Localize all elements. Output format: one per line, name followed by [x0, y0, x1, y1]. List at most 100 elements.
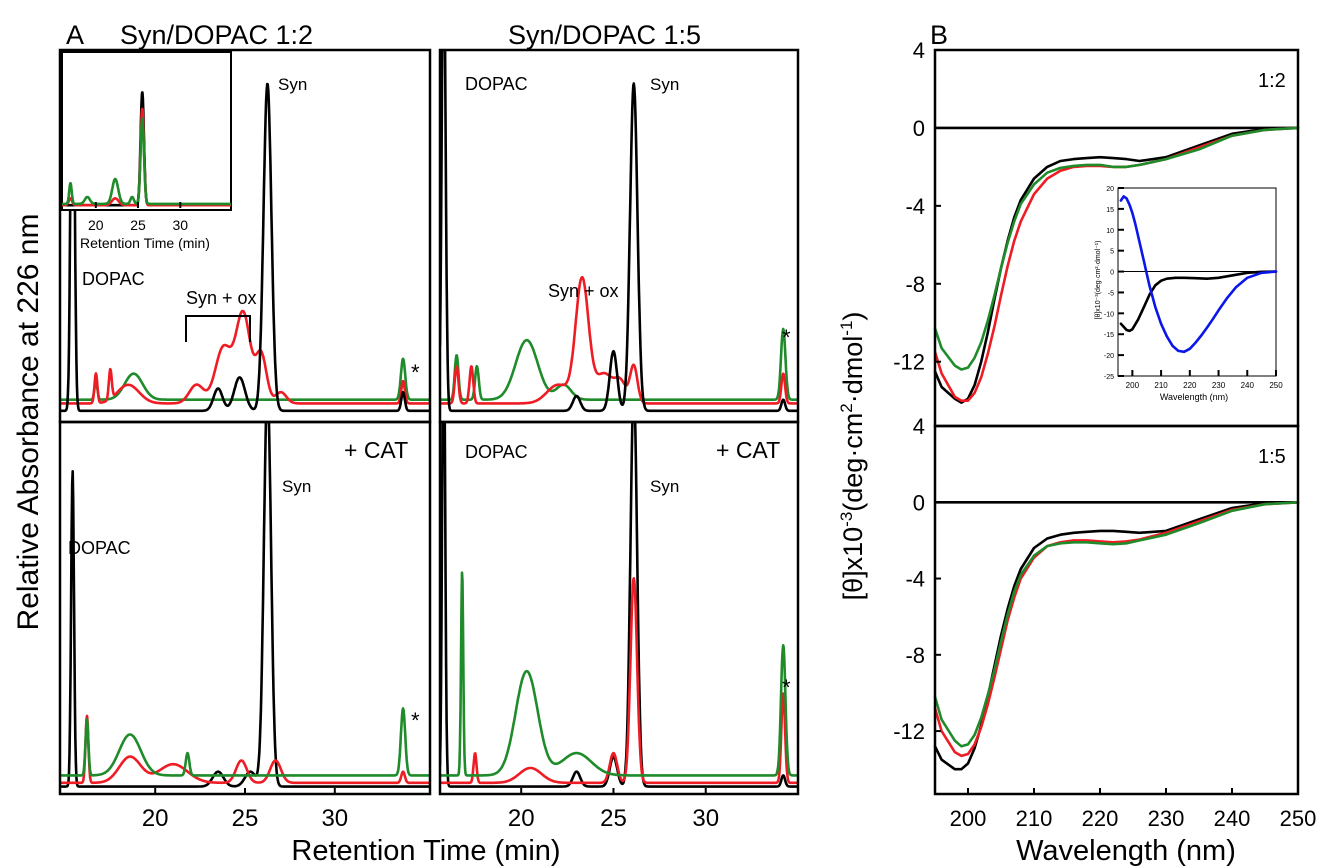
series-black-line [1119, 270, 1278, 333]
y-tick-label: -8 [905, 643, 925, 668]
series-black-line [60, 50, 430, 413]
panel-b-letter: B [930, 20, 948, 50]
panel-a-letter: A [66, 20, 84, 50]
series-red-line [60, 714, 430, 785]
asterisk-br: * [782, 675, 791, 700]
x-tick-label: 200 [950, 806, 987, 831]
ylabel-end: ) [838, 312, 868, 321]
x-tick-label: 220 [1183, 381, 1197, 390]
label-cat-br: + CAT [716, 437, 780, 463]
ylabel-exp1: -3 [837, 512, 856, 527]
synox-bracket [185, 315, 251, 342]
x-tick-label: 30 [321, 805, 348, 832]
panel-a-xlabel: Retention Time (min) [291, 835, 560, 866]
y-tick-label: -12 [893, 350, 925, 375]
y-tick-label: -25 [1104, 374, 1114, 381]
y-tick-label: 20 [1106, 186, 1114, 193]
chart-hplc-15 [440, 50, 798, 413]
ylabel-mid2: ·dmol [838, 336, 868, 404]
x-tick-label: 230 [1148, 806, 1185, 831]
label-synox-tl: Syn + ox [186, 288, 257, 308]
cd-inset-bg [1080, 180, 1285, 410]
x-tick-label: 20 [88, 217, 104, 233]
y-tick-label: -4 [905, 567, 925, 592]
x-tick-label: 210 [1016, 806, 1053, 831]
chart-cd-inset: 200 210 220 230 240 250 -25 -20 -15 -10 -5 0 5 10 15 20 [1104, 186, 1283, 390]
series-blue-line [1119, 195, 1278, 354]
y-tick-label: -5 [1108, 290, 1114, 297]
panel-b-xlabel: Wavelength (nm) [1016, 835, 1236, 866]
series-black-line [933, 126, 1300, 404]
label-syn-tl: Syn [278, 75, 307, 94]
x-tick-label: 230 [1212, 381, 1226, 390]
cd-inset-ylabel: [θ]x10⁻³(deg·cm²·dmol⁻¹) [1095, 241, 1102, 320]
x-tick-label: 250 [1280, 806, 1317, 831]
y-tick-label: -15 [1104, 332, 1114, 339]
y-tick-label: -8 [905, 272, 925, 297]
asterisk-tr: * [782, 325, 791, 350]
cd-inset-frame [1117, 187, 1277, 377]
cd-inset-xlabel: Wavelength (nm) [1160, 392, 1228, 402]
label-synox-tr: Syn + ox [548, 281, 619, 301]
label-syn-br: Syn [650, 477, 679, 496]
x-tick-label: 200 [1126, 381, 1140, 390]
x-tick-label: 240 [1214, 806, 1251, 831]
x-tick-label: 250 [1269, 381, 1283, 390]
x-tick-label: 210 [1154, 381, 1168, 390]
x-tick-label: 30 [173, 217, 189, 233]
label-cat-bl: + CAT [344, 437, 408, 463]
ratio-label-top: 1:2 [1258, 70, 1286, 92]
ylabel-exp3: -1 [837, 321, 856, 336]
label-syn-bl: Syn [282, 477, 311, 496]
y-tick-label: 10 [1106, 228, 1114, 235]
svg-text:[θ]x10-3(deg·cm2·dmol-1): [θ]x10-3(deg·cm2·dmol-1) [837, 312, 868, 601]
y-tick-label: -4 [905, 194, 925, 219]
x-tick-label: 240 [1241, 381, 1255, 390]
x-tick-label: 25 [232, 805, 259, 832]
chart-cd-15: -12 -8 -4 0 4 200 210 220 230 240 250 [893, 414, 1316, 831]
series-red-line [440, 577, 798, 785]
x-tick-label: 25 [130, 217, 146, 233]
y-tick-label: 15 [1106, 207, 1114, 214]
y-tick-label: -10 [1104, 311, 1114, 318]
ylabel-mid: (deg·cm [838, 413, 868, 512]
y-tick-label: 4 [913, 414, 925, 439]
x-tick-label: 220 [1082, 806, 1119, 831]
chart-hplc-inset: 20 25 30 [62, 91, 231, 233]
y-tick-label: 0 [913, 116, 925, 141]
series-green-line [933, 501, 1300, 748]
y-tick-label: 4 [913, 38, 925, 63]
panel-a-left-title: Syn/DOPAC 1:2 [120, 20, 313, 50]
series-black-line [933, 501, 1300, 771]
y-tick-label: 0 [1110, 270, 1114, 277]
series-red-line [60, 309, 430, 405]
frame-hplc-12-cat [58, 420, 432, 796]
y-tick-label: 0 [913, 490, 925, 515]
x-tick-label: 25 [600, 805, 627, 832]
chart-hplc-15-cat: 20 25 30 [440, 422, 798, 832]
panel-a-ylabel: Relative Absorbance at 226 nm [12, 214, 45, 631]
label-dopac-bl: DOPAC [68, 538, 131, 558]
y-tick-label: -20 [1104, 353, 1114, 360]
asterisk-tl: * [411, 360, 420, 385]
ratio-label-bottom: 1:5 [1258, 446, 1286, 468]
chart-hplc-12 [60, 50, 430, 413]
label-dopac-tr: DOPAC [465, 74, 528, 94]
chart-hplc-12-cat: 20 25 30 [60, 422, 430, 832]
frame-cd-15 [933, 424, 1300, 796]
hplc-inset-xlabel: Retention Time (min) [80, 235, 210, 251]
series-green-line [933, 126, 1300, 371]
series-green-line [62, 117, 231, 206]
y-tick-label: 5 [1110, 249, 1114, 256]
x-tick-label: 30 [692, 805, 719, 832]
asterisk-bl: * [411, 708, 420, 733]
label-dopac-br: DOPAC [465, 442, 528, 462]
label-dopac-tl: DOPAC [82, 269, 145, 289]
panel-b-ylabel: [θ]x10-3(deg·cm2·dmol-1) [837, 312, 868, 601]
series-green-line [60, 707, 430, 777]
series-green-line [440, 571, 798, 777]
label-syn-tr: Syn [650, 75, 679, 94]
x-tick-label: 20 [508, 805, 535, 832]
frame-hplc-15-cat [438, 420, 800, 796]
